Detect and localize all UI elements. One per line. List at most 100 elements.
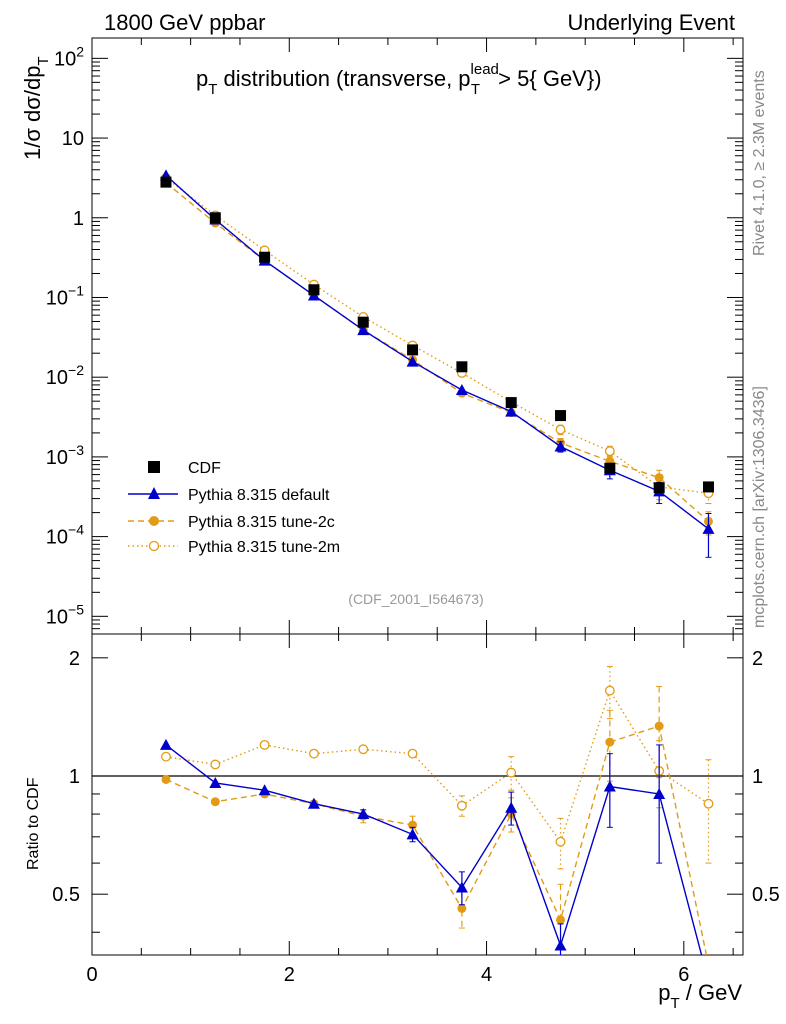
ratio-y-tick-label-right: 2 — [752, 648, 763, 670]
y-tick-base: 10 — [54, 48, 76, 70]
y-tick-label: 10−4 — [46, 522, 84, 549]
main-triangle-solid-marker — [505, 405, 518, 417]
y-tick-exponent: −4 — [68, 522, 84, 538]
main-plot-title: pT distribution (transverse, plead T > 5{… — [196, 61, 602, 98]
ratio-triangle-solid-marker — [307, 797, 320, 809]
y-tick-label: 10−5 — [46, 601, 84, 628]
ratio-triangle-solid-marker — [505, 801, 518, 813]
title-end: > 5{ GeV}) — [492, 66, 601, 91]
y-tick-base: 10 — [46, 606, 68, 628]
ratio-circle-dashed-marker — [210, 797, 220, 807]
main-square-marker — [702, 481, 714, 493]
analysis-id-annotation: (CDF_2001_I564673) — [348, 591, 483, 607]
ratio-circle-dashed-marker — [605, 737, 615, 747]
ylabel-main: 1/σ dσ/dp — [20, 66, 45, 160]
title-sub2-t: T — [471, 81, 480, 98]
main-square-marker — [357, 316, 369, 328]
ratio-triangle-solid-marker — [159, 738, 172, 750]
ratio-circle-dashed-line — [165, 725, 708, 955]
x-axis-label: pT / GeV — [658, 980, 742, 1012]
ratio-circle-dashed-marker — [556, 915, 566, 925]
y-tick-exponent: −3 — [68, 442, 84, 458]
main-square-marker — [456, 361, 468, 373]
ratio-opencircle-dotted-marker — [456, 800, 467, 811]
y-tick-label: 102 — [54, 43, 84, 70]
ratio-opencircle-dotted-marker — [308, 748, 319, 759]
main-square-marker — [160, 176, 172, 188]
y-tick-base: 10 — [46, 447, 68, 469]
title-mid: distribution (transverse, p — [217, 66, 470, 91]
y-tick-base: 10 — [46, 527, 68, 549]
y-tick-base: 10 — [46, 367, 68, 389]
legend-marker-cdf — [148, 461, 160, 473]
x-tick-label: 6 — [678, 964, 689, 986]
ratio-triangle-solid-line — [165, 744, 703, 955]
legend-marker-tune2c — [149, 516, 159, 526]
ratio-triangle-solid-marker — [258, 784, 271, 796]
main-opencircle-dotted-marker — [604, 446, 615, 457]
main-square-marker — [259, 251, 271, 263]
ratio-opencircle-dotted-marker — [210, 759, 221, 770]
x-tick-label: 2 — [284, 964, 295, 986]
ratio-circle-dashed-marker — [654, 721, 664, 731]
main-triangle-solid-marker — [455, 384, 468, 396]
main-triangle-solid-marker — [554, 440, 567, 452]
rivet-version-label: Rivet 4.1.0, ≥ 2.3M events — [751, 70, 768, 256]
legend-label-tune2m: Pythia 8.315 tune-2m — [188, 539, 340, 556]
ratio-axis-ticks: 0 2 4 6 0.5 0.5 1 1 2 2 — [52, 634, 780, 986]
title-sup-lead: lead — [471, 61, 499, 78]
ratio-triangle-solid-marker — [554, 939, 567, 951]
y-tick-exponent: −2 — [68, 362, 84, 378]
main-square-marker — [209, 212, 221, 224]
ratio-y-tick-label: 0.5 — [52, 884, 80, 906]
main-triangle-solid-marker — [357, 324, 370, 336]
ratio-y-tick-label-right: 0.5 — [752, 884, 780, 906]
y-tick-base: 10 — [46, 287, 68, 309]
y-tick-exponent: −5 — [68, 601, 84, 617]
title-p: p — [196, 66, 208, 91]
ratio-opencircle-dotted-marker — [161, 751, 171, 762]
ratio-opencircle-dotted-marker — [604, 685, 615, 696]
main-square-marker — [407, 344, 419, 356]
legend: CDF Pythia 8.315 default Pythia 8.315 tu… — [128, 460, 340, 556]
main-y-axis-label: 1/σ dσ/dpT — [20, 56, 52, 160]
main-circle-dashed-line — [165, 182, 709, 522]
y-tick-label: 10−1 — [46, 282, 84, 309]
ratio-y-axis-label: Ratio to CDF — [25, 777, 42, 870]
ratio-y-tick-label: 1 — [69, 766, 80, 788]
y-tick-label: 10 — [62, 128, 84, 150]
ratio-opencircle-dotted-line — [165, 688, 709, 844]
main-square-marker — [604, 462, 616, 474]
xlabel-p: p — [658, 980, 670, 1005]
ratio-triangle-solid-marker — [455, 881, 468, 893]
y-tick-exponent: 2 — [76, 43, 84, 59]
main-square-marker — [308, 284, 320, 296]
ratio-triangle-solid-marker — [357, 808, 370, 820]
ratio-opencircle-dotted-marker — [407, 748, 418, 759]
y-tick-label: 1 — [73, 208, 84, 230]
main-circle-dashed-marker — [654, 473, 664, 483]
x-tick-label: 4 — [481, 964, 492, 986]
main-triangle-solid-line — [165, 174, 709, 530]
legend-label-cdf: CDF — [188, 460, 221, 477]
ratio-circle-dashed-marker — [161, 774, 171, 784]
ratio-opencircle-dotted-marker — [506, 767, 517, 778]
main-square-marker — [653, 482, 665, 494]
main-series-group — [159, 169, 715, 558]
ylabel-sub-t: T — [35, 56, 52, 65]
ratio-panel-frame — [91, 633, 744, 956]
header-left-label: 1800 GeV ppbar — [104, 10, 265, 35]
main-square-marker — [505, 397, 517, 409]
ratio-opencircle-dotted-marker — [703, 798, 714, 809]
main-opencircle-dotted-marker — [555, 424, 566, 435]
xlabel-rest: / GeV — [680, 980, 743, 1005]
main-triangle-solid-marker — [702, 522, 715, 534]
legend-label-default: Pythia 8.315 default — [188, 487, 330, 504]
ratio-series-group — [159, 666, 714, 955]
main-square-marker — [555, 410, 567, 422]
ratio-opencircle-dotted-marker — [555, 836, 566, 847]
ratio-circle-dashed-marker — [457, 903, 467, 913]
ratio-y-tick-label: 2 — [69, 648, 80, 670]
main-opencircle-dotted-line — [165, 177, 709, 494]
title-sub-t: T — [208, 81, 217, 98]
